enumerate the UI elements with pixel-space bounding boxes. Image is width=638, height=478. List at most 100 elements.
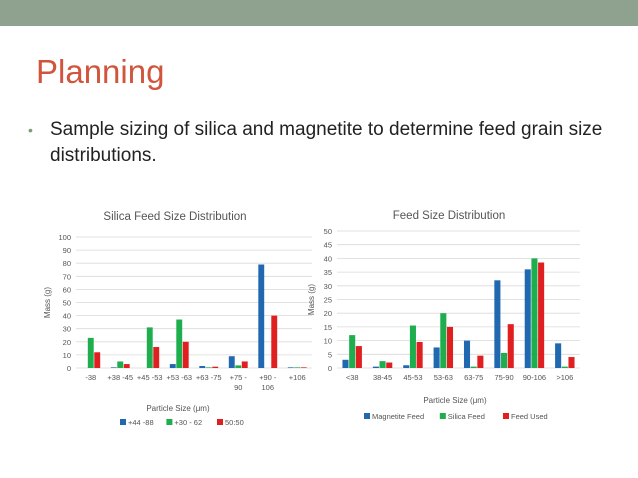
bar [294, 367, 301, 368]
bar [228, 356, 235, 368]
x-tick-label: +45 -53 [137, 373, 163, 382]
y-tick-label: 0 [328, 364, 332, 373]
bar [568, 357, 575, 368]
y-tick-label: 5 [328, 350, 332, 359]
y-axis-label: Mass (g) [308, 284, 316, 315]
bar [94, 352, 101, 368]
x-axis-label: Particle Size (μm) [423, 396, 487, 405]
legend-swatch [120, 419, 126, 425]
bar [176, 319, 183, 368]
bar [87, 337, 94, 368]
bar [287, 367, 294, 368]
x-tick-label: 38-45 [373, 373, 392, 382]
legend-swatch [166, 419, 173, 425]
bar [416, 341, 423, 368]
y-tick-label: 20 [63, 338, 71, 347]
bar [494, 280, 501, 368]
x-tick-label: >106 [556, 373, 573, 382]
x-tick-label: +75 -90 [230, 373, 248, 392]
bar [555, 343, 562, 368]
bar [110, 367, 117, 368]
bar [355, 346, 362, 368]
x-tick-label-line: <38 [346, 373, 359, 382]
x-tick-label-line: +45 -53 [137, 373, 163, 382]
x-tick-label-line: +38 -45 [107, 373, 133, 382]
x-tick-label-line: +75 - [230, 373, 248, 382]
legend-label: Feed Used [511, 412, 548, 421]
y-tick-label: 70 [63, 272, 71, 281]
y-tick-label: 20 [324, 309, 332, 318]
bar [241, 361, 248, 368]
x-tick-label-line: 90-106 [523, 373, 546, 382]
chart-silica-feed-size-distribution: Silica Feed Size Distribution 0 10 20 30 40 50… [43, 211, 312, 427]
x-tick-label-line: 45-53 [403, 373, 422, 382]
bar [470, 366, 477, 368]
chart-title: Feed Size Distribution [393, 210, 506, 222]
y-tick-label: 40 [324, 254, 332, 263]
legend-label: Silica Feed [448, 412, 485, 421]
y-tick-label: 100 [58, 233, 71, 242]
bar [561, 366, 568, 368]
bar [205, 367, 212, 368]
bar [235, 365, 242, 368]
x-axis-label: Particle Size (μm) [146, 404, 210, 413]
legend-swatch [217, 419, 223, 425]
bar [440, 313, 447, 368]
y-tick-label: 10 [63, 351, 71, 360]
x-tick-label-line: +63 -75 [196, 373, 222, 382]
y-tick-label: 50 [63, 299, 71, 308]
legend-label: Magnetite Feed [372, 412, 424, 421]
bar [403, 365, 410, 368]
x-tick-label: -38 [85, 373, 96, 382]
bar [169, 364, 176, 368]
y-tick-label: 40 [63, 312, 71, 321]
chart-title: Silica Feed Size Distribution [103, 211, 246, 223]
bar [300, 367, 307, 368]
x-tick-label: +106 [289, 373, 306, 382]
bar [379, 361, 386, 368]
bar [271, 315, 278, 368]
x-tick-label-line: 90 [234, 383, 242, 392]
x-tick-label: 53-63 [434, 373, 453, 382]
bar [212, 366, 219, 368]
bar [182, 341, 189, 368]
chart-feed-size-distribution: Feed Size Distribution 0 5 10 15 20 25 30 35 40 45… [308, 210, 580, 421]
bar [199, 366, 206, 368]
x-tick-label-line: +106 [289, 373, 306, 382]
bar [342, 359, 349, 368]
x-tick-label-line: 75-90 [494, 373, 513, 382]
y-tick-label: 30 [63, 325, 71, 334]
bar [409, 325, 416, 368]
y-tick-label: 60 [63, 285, 71, 294]
y-axis-label: Mass (g) [43, 287, 52, 318]
bar [433, 347, 440, 368]
bar [386, 362, 393, 368]
x-tick-label-line: 38-45 [373, 373, 392, 382]
bar [349, 335, 356, 368]
bar [117, 361, 124, 368]
x-tick-label: 63-75 [464, 373, 483, 382]
x-tick-label: 75-90 [494, 373, 513, 382]
bar [123, 364, 130, 368]
y-tick-label: 50 [324, 227, 332, 236]
bar [477, 355, 484, 368]
y-tick-label: 30 [324, 282, 332, 291]
x-tick-label: +63 -75 [196, 373, 222, 382]
bar [146, 327, 153, 368]
bar [153, 347, 160, 368]
bullet-dot: • [28, 122, 33, 138]
x-tick-label-line: 63-75 [464, 373, 483, 382]
bar [446, 326, 454, 368]
x-tick-label: +90 -106 [259, 373, 277, 392]
y-tick-label: 15 [324, 323, 332, 332]
legend-label: +30 - 62 [174, 418, 202, 427]
x-tick-label: +38 -45 [107, 373, 133, 382]
bullet-text: Sample sizing of silica and magnetite to… [50, 119, 603, 166]
y-tick-label: 90 [63, 246, 71, 255]
y-tick-label: 45 [324, 241, 332, 250]
x-tick-label: 90-106 [523, 373, 546, 382]
legend-label: +44 -88 [128, 418, 154, 427]
y-tick-label: 10 [324, 337, 332, 346]
legend-label: 50:50 [225, 418, 244, 427]
legend-swatch [503, 413, 509, 419]
